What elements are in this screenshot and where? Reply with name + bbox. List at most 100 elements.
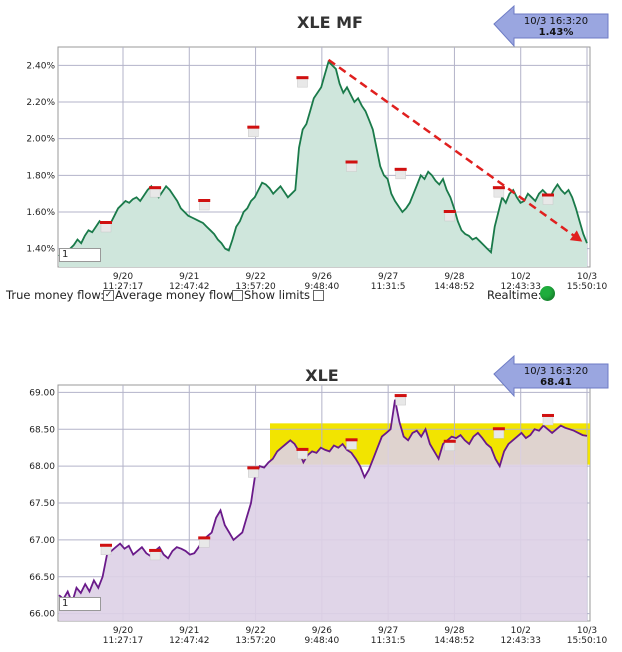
x-tick-date: 9/28 <box>444 272 464 282</box>
event-marker-stem <box>542 415 554 426</box>
x-tick-date: 9/27 <box>378 626 398 636</box>
event-marker-stem <box>395 169 406 180</box>
y-tick-label: 66.50 <box>29 573 55 583</box>
event-markers <box>100 394 554 561</box>
event-marker-stem <box>248 127 259 137</box>
x-tick-time: 15:50:10 <box>567 282 608 292</box>
average-money-flow-checkbox[interactable] <box>232 290 243 301</box>
event-marker <box>100 221 112 224</box>
event-marker-stem <box>493 187 505 198</box>
x-tick-time: 11:27:17 <box>103 282 143 292</box>
y-tick-label: 1.40% <box>26 245 55 255</box>
x-tick-date: 9/22 <box>245 626 265 636</box>
event-marker-stem <box>542 195 554 205</box>
event-marker <box>394 394 407 398</box>
x-tick-time: 14:48:52 <box>434 282 474 292</box>
event-marker <box>542 413 554 417</box>
trend-arrowhead <box>569 230 583 242</box>
event-marker-stem <box>395 395 406 406</box>
chart-title: XLE <box>305 366 338 385</box>
x-tick-time: 15:50:10 <box>567 636 608 646</box>
x-tick-time: 11:27:17 <box>103 636 143 646</box>
event-marker <box>345 160 358 164</box>
event-marker-stem <box>248 468 259 478</box>
show-limits-label: Show limits : <box>244 288 318 302</box>
zoom-input[interactable]: 1 <box>59 597 101 611</box>
average-money-flow-label: Average money flow : <box>115 288 241 302</box>
x-tick-date: 9/21 <box>179 272 199 282</box>
y-tick-label: 2.40% <box>26 61 55 71</box>
realtime-status-indicator[interactable] <box>540 286 555 301</box>
event-marker-stem <box>444 441 456 452</box>
event-marker-stem <box>149 550 161 561</box>
event-marker <box>296 447 309 451</box>
event-marker-stem <box>346 162 357 172</box>
series-line <box>58 60 588 257</box>
event-marker-stem <box>297 449 308 460</box>
x-tick-date: 9/26 <box>312 626 332 636</box>
x-tick-date: 9/22 <box>245 272 265 282</box>
event-marker-stem <box>149 187 161 198</box>
callout-badge: 10/3 16:3:20 68.41 <box>493 354 609 398</box>
event-marker-stem <box>100 545 112 556</box>
show-limits-checkbox[interactable] <box>313 290 324 301</box>
event-marker <box>247 125 260 129</box>
x-tick-time: 13:57:20 <box>235 282 276 292</box>
callout-time: 10/3 16:3:20 <box>524 16 588 27</box>
x-tick-time: 12:47:42 <box>169 282 209 292</box>
event-marker <box>492 427 505 431</box>
event-marker-stem <box>198 538 210 548</box>
x-tick-date: 9/20 <box>113 272 133 282</box>
chart-title: XLE MF <box>297 13 363 32</box>
area-fill <box>59 399 587 621</box>
event-marker <box>443 439 456 443</box>
event-marker-stem <box>444 211 456 222</box>
event-marker <box>198 536 211 540</box>
event-marker <box>247 466 260 470</box>
x-tick-date: 10/3 <box>577 272 597 282</box>
event-marker <box>100 543 112 547</box>
x-tick-date: 10/2 <box>511 272 531 282</box>
x-tick-time: 14:48:52 <box>434 636 474 646</box>
y-tick-label: 2.00% <box>26 135 55 145</box>
x-tick-time: 13:57:20 <box>235 636 276 646</box>
x-tick-date: 9/27 <box>378 272 398 282</box>
callout-time: 10/3 16:3:20 <box>524 366 588 377</box>
x-tick-time: 12:43:33 <box>501 282 541 292</box>
x-tick-time: 11:31:5 <box>371 282 406 292</box>
x-tick-time: 12:47:42 <box>169 636 209 646</box>
event-marker <box>345 438 358 442</box>
realtime-label: Realtime: <box>487 288 542 302</box>
callout-value: 68.41 <box>540 377 572 388</box>
event-markers <box>100 76 554 233</box>
x-tick-date: 9/26 <box>312 272 332 282</box>
event-marker <box>149 548 162 552</box>
callout-badge: 10/3 16:3:20 1.43% <box>493 4 609 48</box>
true-money-flow-checkbox[interactable]: ✓ <box>103 290 114 301</box>
y-tick-label: 1.80% <box>26 171 55 181</box>
zoom-input[interactable]: 1 <box>59 248 101 262</box>
true-money-flow-label: True money flow: <box>6 288 105 302</box>
x-tick-date: 10/2 <box>511 626 531 636</box>
event-marker <box>296 76 309 80</box>
series-line <box>58 399 588 606</box>
y-tick-label: 68.00 <box>29 462 55 472</box>
event-marker-stem <box>346 440 357 450</box>
y-axis-ticks: 1.40% 1.60% 1.80% 2.00% 2.20% 2.40% <box>26 61 55 254</box>
callout-value: 1.43% <box>539 27 574 38</box>
x-tick-date: 9/28 <box>444 626 464 636</box>
x-tick-time: 12:43:33 <box>501 636 541 646</box>
event-marker <box>492 186 505 190</box>
x-tick-time: 9:48:40 <box>305 636 340 646</box>
event-marker <box>394 167 407 171</box>
event-marker-stem <box>493 429 505 439</box>
y-tick-label: 69.00 <box>29 388 55 398</box>
event-marker <box>149 186 162 190</box>
event-marker <box>542 193 554 197</box>
x-tick-date: 10/3 <box>577 626 597 636</box>
event-marker <box>443 210 456 213</box>
y-tick-label: 2.20% <box>26 98 55 108</box>
price-chart: XLE 66.0066.5067.0067.5068.0068.5069.00 … <box>29 354 609 646</box>
